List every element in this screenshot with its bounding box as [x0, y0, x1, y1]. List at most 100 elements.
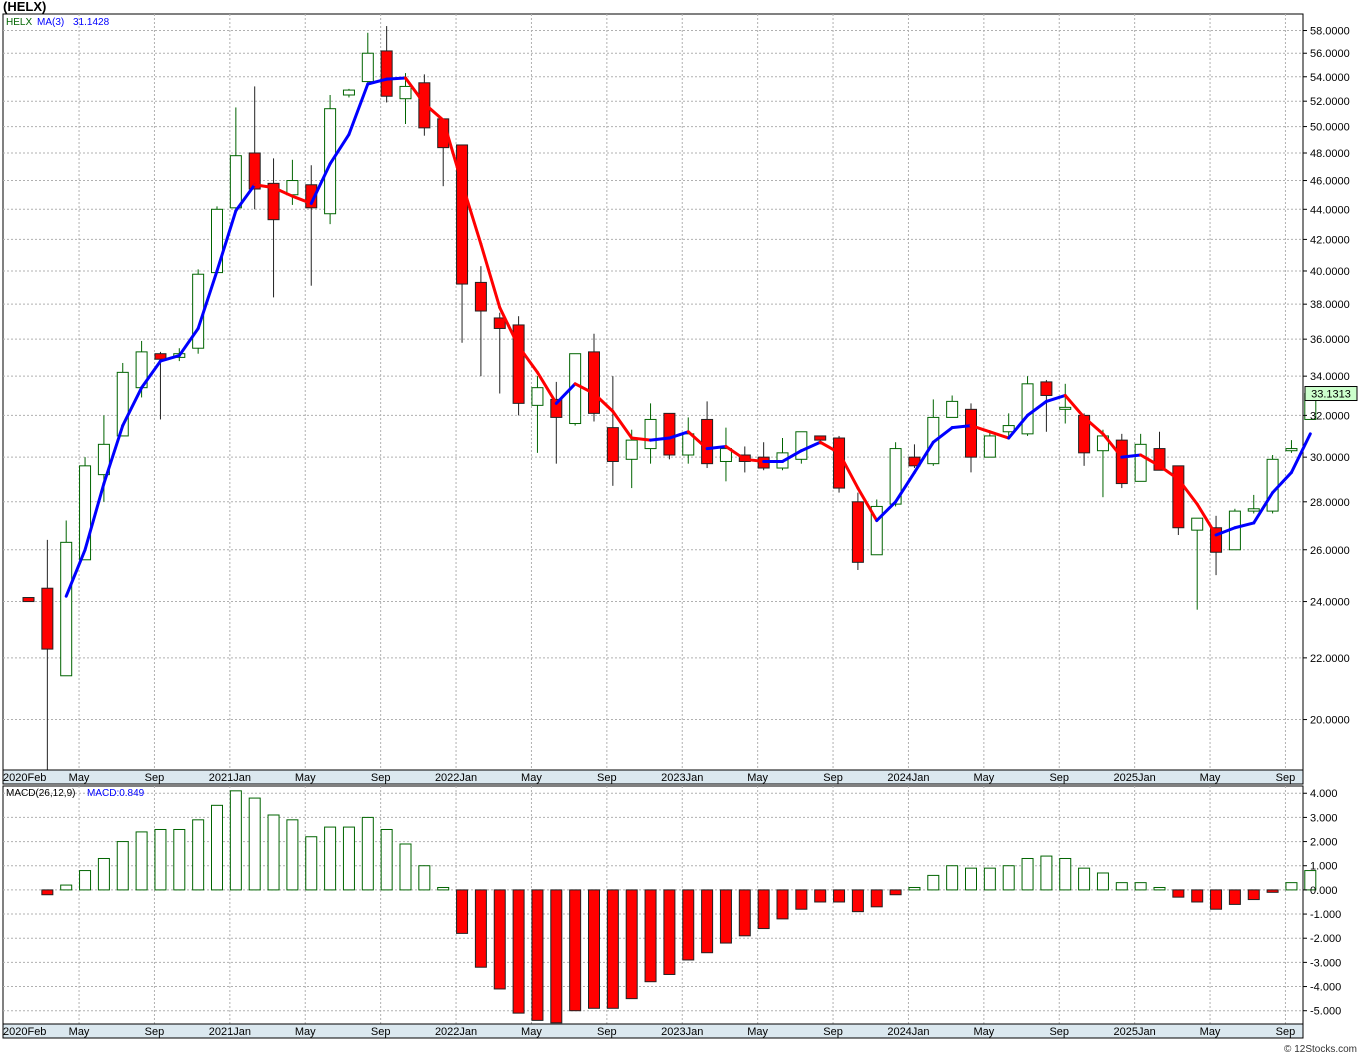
price-x-tick-label: May — [69, 772, 90, 784]
macd-bar-positive — [324, 826, 337, 891]
price-x-axis-band — [2, 769, 1304, 785]
ma3-segment — [498, 306, 521, 348]
candle-up — [116, 371, 129, 437]
ma3-segment — [837, 451, 860, 490]
ma3-segment — [1007, 413, 1030, 440]
candle-down — [663, 412, 676, 456]
ma3-segment — [215, 209, 238, 273]
macd-bar-positive — [1002, 865, 1015, 891]
macd-x-tick-label: May — [1200, 1026, 1221, 1038]
macd-bar-negative — [474, 889, 487, 968]
ma3-segment — [272, 186, 294, 198]
macd-y-tick-label: -5.000 — [1310, 1006, 1341, 1018]
macd-x-tick-label: Sep — [371, 1026, 391, 1038]
price-y-tick-label: 24.0000 — [1310, 597, 1350, 609]
copyright: © 12Stocks.com — [1284, 1044, 1357, 1055]
price-x-tick-label: Sep — [1049, 772, 1069, 784]
candle-up — [983, 435, 996, 458]
macd-bar-positive — [60, 884, 73, 891]
ma3-segment — [686, 430, 709, 451]
price-x-tick-label: Sep — [145, 772, 165, 784]
candle-down — [588, 351, 600, 414]
ma3-segment — [818, 440, 841, 455]
ma3-segment — [1214, 526, 1237, 537]
candle-down — [1210, 527, 1223, 553]
macd-x-axis-band — [2, 1023, 1304, 1039]
price-x-tick-label: May — [973, 772, 994, 784]
price-x-tick-label: May — [295, 772, 316, 784]
macd-bars — [41, 790, 1317, 1024]
price-x-tick-label: May — [521, 772, 542, 784]
candle-down — [380, 50, 393, 97]
ma3-line — [64, 76, 1312, 598]
macd-legend: MACD(26,12,9) MACD:0.849 — [6, 788, 145, 799]
macd-x-tick-label: May — [521, 1026, 542, 1038]
macd-x-axis: 2020Feb May Sep 2021Jan May Sep 2022Jan May Sep 2… — [3, 1026, 1295, 1038]
ma3-segment — [234, 183, 257, 213]
macd-bar-negative — [719, 889, 732, 944]
macd-bar-negative — [795, 889, 808, 910]
macd-bar-negative — [41, 889, 54, 896]
last-price-marker: 33.1313 — [1304, 386, 1358, 402]
price-x-tick-label: 2021Jan — [209, 772, 251, 784]
candle-down — [965, 408, 977, 458]
macd-x-tick-label: May — [295, 1026, 316, 1038]
macd-bar-positive — [135, 831, 148, 891]
price-x-tick-label: Sep — [1276, 772, 1296, 784]
candle-down — [814, 435, 827, 441]
candle-down — [474, 281, 487, 312]
candle-up — [60, 541, 73, 677]
macd-bar-negative — [550, 889, 563, 1024]
ma3-segment — [630, 436, 653, 442]
candle-down — [154, 353, 167, 360]
macd-legend-value: MACD:0.849 — [87, 788, 145, 799]
macd-bar-negative — [738, 889, 751, 937]
legend-ticker: HELX — [6, 17, 32, 28]
price-x-tick-label: May — [1200, 772, 1221, 784]
macd-x-tick-label: 2024Jan — [887, 1026, 929, 1038]
candle-down — [41, 587, 54, 650]
price-plot-area — [2, 13, 1304, 771]
candle-up — [644, 418, 657, 450]
ma3-segment — [177, 326, 200, 358]
price-y-tick-label: 58.0000 — [1310, 26, 1350, 38]
macd-y-tick-label: 2.000 — [1310, 837, 1338, 849]
macd-x-tick-label: 2022Jan — [435, 1026, 477, 1038]
last-price-box — [1304, 386, 1358, 402]
candle-up — [1191, 517, 1204, 531]
macd-bar-negative — [606, 889, 619, 1009]
macd-bar-positive — [305, 836, 318, 891]
ma3-segment — [799, 440, 822, 453]
price-y-tick-label: 40.0000 — [1310, 266, 1350, 278]
macd-bar-positive — [192, 819, 205, 891]
macd-bar-positive — [418, 865, 431, 891]
ma3-segment — [1289, 432, 1312, 474]
candle-down — [851, 501, 864, 563]
macd-panel: 4.000 3.000 2.000 1.000 0.000 -1.000 -2.000 -3.… — [2, 785, 1341, 1039]
macd-bar-positive — [908, 886, 921, 891]
ma3-segment — [140, 359, 162, 390]
candle-up — [625, 439, 638, 460]
candle-down — [267, 182, 280, 221]
ma3-segment — [611, 409, 634, 440]
legend-ma-value: 31.1428 — [73, 17, 110, 28]
candle-up — [1021, 383, 1034, 435]
candle-down — [456, 144, 469, 285]
macd-x-tick-label: Sep — [145, 1026, 165, 1038]
candle-up — [79, 465, 92, 561]
macd-bar-positive — [1096, 872, 1109, 891]
ma3-segment — [64, 548, 87, 598]
candle-up — [192, 273, 205, 349]
macd-y-tick-label: -1.000 — [1310, 909, 1341, 921]
macd-x-tick-label: 2021Jan — [209, 1026, 251, 1038]
macd-bar-positive — [1040, 855, 1053, 891]
macd-x-tick-label: Sep — [1049, 1026, 1069, 1038]
macd-bar-positive — [229, 790, 242, 891]
macd-bar-positive — [97, 857, 110, 891]
candle-up — [1002, 425, 1015, 433]
macd-bar-negative — [870, 889, 883, 908]
ma3-segment — [1271, 470, 1293, 495]
macd-bar-positive — [1021, 857, 1034, 891]
ma3-segment — [1101, 432, 1124, 459]
macd-bar-positive — [79, 870, 92, 891]
